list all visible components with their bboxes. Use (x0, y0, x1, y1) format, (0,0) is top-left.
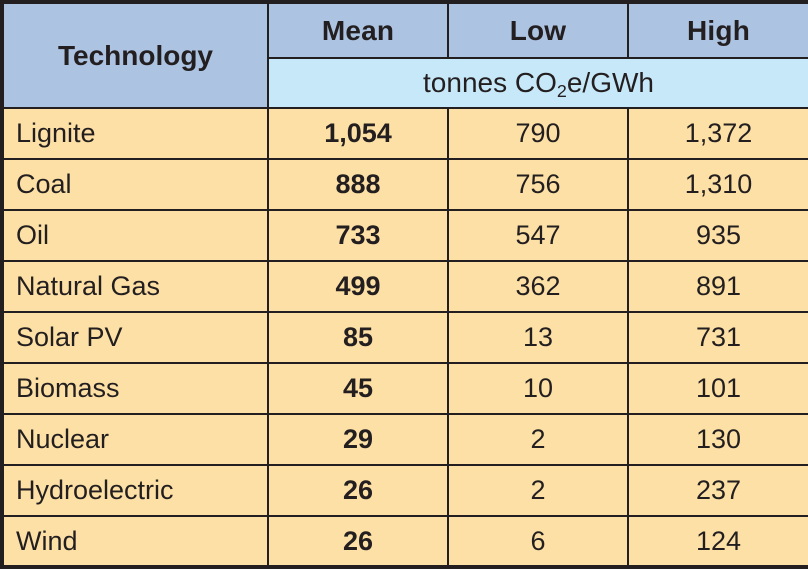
technology-cell: Wind (1, 515, 269, 568)
low-cell: 10 (447, 362, 629, 415)
high-cell: 891 (627, 260, 808, 313)
mean-cell: 499 (267, 260, 449, 313)
table-row-hydroelectric: Hydroelectric 26 2 237 (1, 464, 808, 517)
column-header-mean: Mean (267, 1, 449, 59)
high-cell: 130 (627, 413, 808, 466)
high-cell: 1,310 (627, 158, 808, 211)
table-row-nuclear: Nuclear 29 2 130 (1, 413, 808, 466)
technology-cell: Solar PV (1, 311, 269, 364)
high-cell: 1,372 (627, 107, 808, 160)
unit-subscript: 2 (556, 81, 567, 102)
column-header-high: High (627, 1, 808, 59)
technology-cell: Nuclear (1, 413, 269, 466)
column-header-low: Low (447, 1, 629, 59)
mean-cell: 888 (267, 158, 449, 211)
mean-cell: 29 (267, 413, 449, 466)
unit-row: tonnes CO2e/GWh (2, 57, 808, 109)
high-cell: 731 (627, 311, 808, 364)
technology-cell: Natural Gas (1, 260, 269, 313)
table-row-biomass: Biomass 45 10 101 (1, 362, 808, 415)
low-cell: 756 (447, 158, 629, 211)
unit-prefix: tonnes CO (423, 67, 557, 98)
technology-cell: Oil (1, 209, 269, 262)
technology-cell: Biomass (1, 362, 269, 415)
low-cell: 13 (447, 311, 629, 364)
table-row-lignite: Lignite 1,054 790 1,372 (1, 107, 808, 160)
technology-cell: Hydroelectric (1, 464, 269, 517)
high-cell: 124 (627, 515, 808, 568)
technology-cell: Lignite (1, 107, 269, 160)
mean-cell: 26 (267, 515, 449, 568)
high-cell: 935 (627, 209, 808, 262)
high-cell: 237 (627, 464, 808, 517)
table-row-coal: Coal 888 756 1,310 (1, 158, 808, 211)
low-cell: 2 (447, 413, 629, 466)
mean-cell: 85 (267, 311, 449, 364)
table-row-wind: Wind 26 6 124 (1, 515, 808, 568)
low-cell: 790 (447, 107, 629, 160)
low-cell: 362 (447, 260, 629, 313)
low-cell: 2 (447, 464, 629, 517)
high-cell: 101 (627, 362, 808, 415)
low-cell: 6 (447, 515, 629, 568)
mean-cell: 733 (267, 209, 449, 262)
unit-suffix: e/GWh (566, 67, 654, 98)
mean-cell: 26 (267, 464, 449, 517)
table-row-solar-pv: Solar PV 85 13 731 (1, 311, 808, 364)
low-cell: 547 (447, 209, 629, 262)
table-row-natural-gas: Natural Gas 499 362 891 (1, 260, 808, 313)
column-header-technology: Technology (1, 1, 269, 109)
table-row-oil: Oil 733 547 935 (1, 209, 808, 262)
mean-cell: 1,054 (267, 107, 449, 160)
mean-cell: 45 (267, 362, 449, 415)
technology-cell: Coal (1, 158, 269, 211)
unit-label: tonnes CO2e/GWh (267, 57, 808, 109)
header-row: Technology Mean Low High (1, 1, 808, 109)
